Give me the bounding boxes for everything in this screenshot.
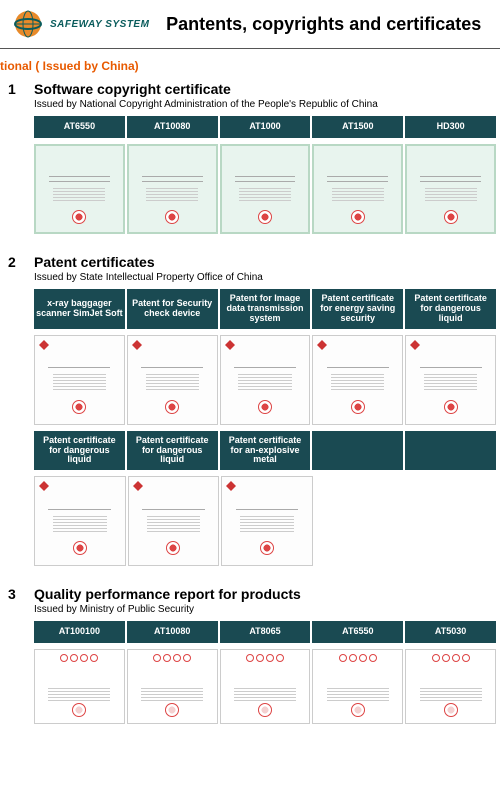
tab-row: Patent certificate for dangerous liquidP… bbox=[4, 429, 496, 473]
certificate-thumb bbox=[220, 649, 311, 724]
logo-text: SAFEWAY SYSTEM bbox=[50, 19, 149, 30]
section-title: Software copyright certificate bbox=[34, 81, 231, 97]
certificate-row bbox=[4, 140, 496, 238]
section-number: 1 bbox=[8, 81, 22, 97]
certificate-thumb bbox=[405, 649, 496, 724]
certificate-thumb bbox=[220, 144, 311, 234]
certificate-row bbox=[4, 331, 496, 429]
section-issuer: Issued by Ministry of Public Security bbox=[4, 604, 496, 619]
tab-label: AT6550 bbox=[34, 116, 125, 138]
page-title: Pantents, copyrights and certificates bbox=[149, 14, 488, 35]
tab-label: AT10080 bbox=[127, 621, 218, 643]
section-title: Quality performance report for products bbox=[34, 586, 301, 602]
certificate-thumb bbox=[34, 649, 125, 724]
tab-label: AT1000 bbox=[220, 116, 311, 138]
tab-label: AT10080 bbox=[127, 116, 218, 138]
certificate-thumb bbox=[221, 476, 313, 566]
header: SAFEWAY SYSTEM Pantents, copyrights and … bbox=[0, 0, 500, 49]
certificate-thumb bbox=[127, 144, 218, 234]
certificate-thumb bbox=[312, 649, 403, 724]
certificate-row bbox=[4, 645, 496, 728]
tab-label: HD300 bbox=[405, 116, 496, 138]
tab-empty bbox=[405, 431, 496, 471]
tab-label: Patent certificate for dangerous liquid bbox=[127, 431, 218, 471]
certificate-row bbox=[4, 472, 496, 570]
section: 3 Quality performance report for products… bbox=[0, 582, 500, 740]
tab-row: x-ray baggager scanner SimJet SoftPatent… bbox=[4, 287, 496, 331]
certificate-thumb bbox=[34, 144, 125, 234]
certificate-thumb bbox=[312, 335, 403, 425]
section: 2 Patent certificates Issued by State Inte… bbox=[0, 250, 500, 582]
certificate-thumb bbox=[127, 649, 218, 724]
section-issuer: Issued by National Copyright Administrat… bbox=[4, 99, 496, 114]
tab-row: AT6550AT10080AT1000AT1500HD300 bbox=[4, 114, 496, 140]
certificate-thumb bbox=[34, 335, 125, 425]
tab-row: AT100100AT10080AT8065AT6550AT5030 bbox=[4, 619, 496, 645]
tab-label: AT8065 bbox=[220, 621, 311, 643]
certificate-thumb bbox=[128, 476, 220, 566]
tab-label: AT6550 bbox=[312, 621, 403, 643]
globe-icon bbox=[12, 8, 44, 40]
certificate-thumb bbox=[127, 335, 218, 425]
country-subheading: tional ( Issued by China) bbox=[0, 49, 500, 77]
certificate-thumb bbox=[34, 476, 126, 566]
tab-label: Patent certificate for energy saving sec… bbox=[312, 289, 403, 329]
section-number: 2 bbox=[8, 254, 22, 270]
section: 1 Software copyright certificate Issued by… bbox=[0, 77, 500, 250]
tab-label: AT100100 bbox=[34, 621, 125, 643]
certificate-thumb bbox=[312, 144, 403, 234]
certificate-thumb bbox=[405, 144, 496, 234]
tab-label: Patent certificate for dangerous liquid bbox=[34, 431, 125, 471]
tab-label: Patent certificate for dangerous liquid bbox=[405, 289, 496, 329]
tab-label: AT5030 bbox=[405, 621, 496, 643]
tab-label: Patent for Image data transmission syste… bbox=[220, 289, 311, 329]
tab-label: Patent certificate for an-explosive meta… bbox=[220, 431, 311, 471]
tab-empty bbox=[312, 431, 403, 471]
tab-label: AT1500 bbox=[312, 116, 403, 138]
certificate-thumb bbox=[220, 335, 311, 425]
logo: SAFEWAY SYSTEM bbox=[12, 8, 149, 40]
certificate-thumb bbox=[405, 335, 496, 425]
section-issuer: Issued by State Intellectual Property Of… bbox=[4, 272, 496, 287]
section-number: 3 bbox=[8, 586, 22, 602]
tab-label: x-ray baggager scanner SimJet Soft bbox=[34, 289, 125, 329]
section-title: Patent certificates bbox=[34, 254, 155, 270]
tab-label: Patent for Security check device bbox=[127, 289, 218, 329]
